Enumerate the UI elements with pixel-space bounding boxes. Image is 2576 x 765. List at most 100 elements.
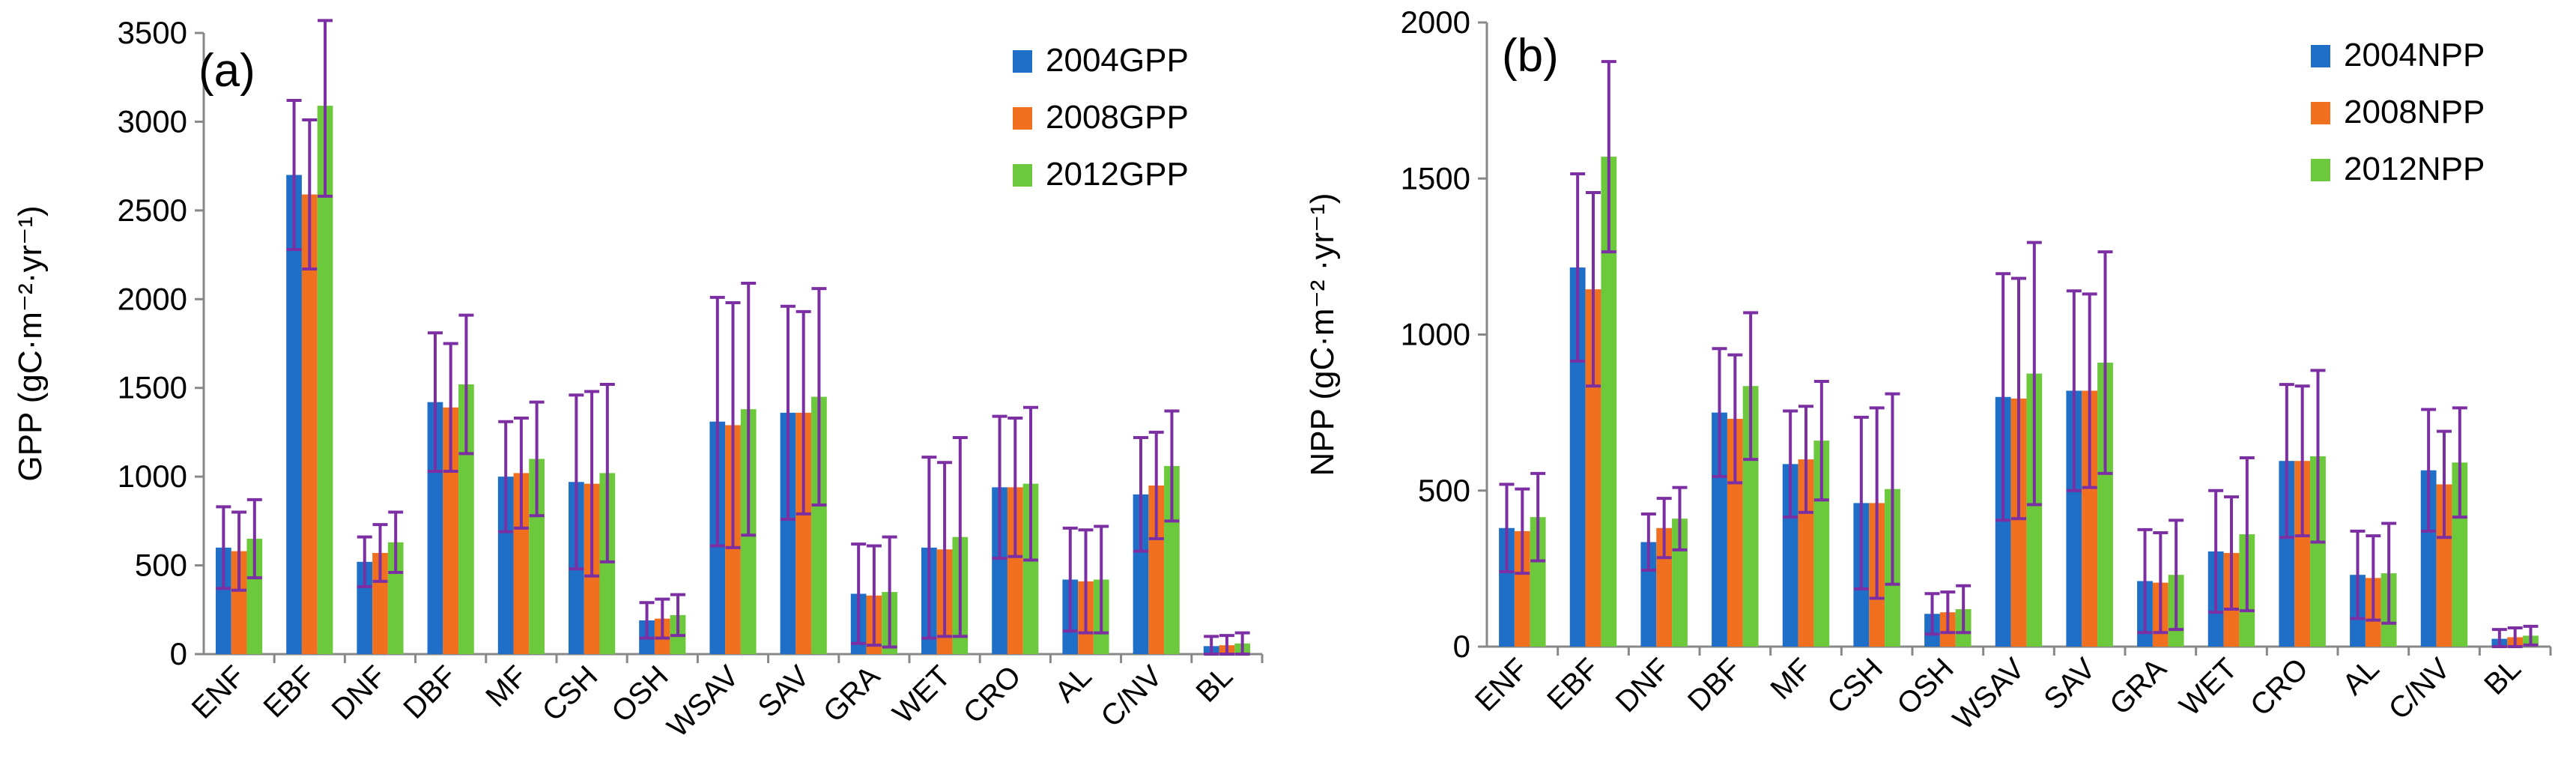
panel-a-x-tick-label-wet: WET	[887, 659, 957, 730]
panel-a-error-bar-2012gpp-gra	[882, 535, 897, 649]
panel-a-bar-2012gpp-dnf	[387, 542, 404, 654]
panel-a-x-tick-label-bl: BL	[1190, 659, 1240, 709]
panel-b-error-bar-2012npp-wsav	[2026, 241, 2042, 507]
panel-b-x-tick-label-wet: WET	[2173, 652, 2243, 722]
panel-a-legend: 2004GPP 2008GPP 2012GPP	[1013, 42, 1189, 193]
panel-b-error-bar-2012npp-dnf	[1672, 486, 1688, 551]
panel-a-bar-2012gpp-ebf	[317, 106, 333, 654]
panel-b-label: (b)	[1502, 30, 1559, 82]
panel-a-error-bar-2004gpp-bl	[1204, 635, 1219, 656]
panel-b-error-bar-2004npp-dnf	[1640, 512, 1656, 572]
panel-a-legend-swatch-2004gpp	[1013, 50, 1032, 73]
panel-b-error-bar-2004npp-gra	[2137, 527, 2153, 635]
panel-a-error-bar-2008gpp-wsav	[725, 301, 741, 549]
panel-a-bar-2012gpp-enf	[246, 539, 263, 654]
panel-b-y-axis-title: NPP (gC·m⁻² ·yr⁻¹)	[1304, 193, 1341, 476]
panel-a: 0 500 1000 1500 2000 2500 3000 3500 GPP (gC·m⁻²·…	[12, 15, 1264, 744]
panel-a-bar-2008gpp-mf	[513, 473, 530, 654]
panel-b-error-bar-2004npp-al	[2350, 529, 2366, 620]
panel-b-error-bar-2012npp-bl	[2523, 624, 2539, 647]
panel-a-y-tick-label: 2500	[118, 193, 187, 228]
panel-b-x-tick-label-csh: CSH	[1821, 652, 1889, 720]
panel-a-legend-swatch-2012gpp	[1013, 164, 1032, 187]
panel-b-x-tick-label-cro: CRO	[2244, 652, 2315, 722]
panel-a-y-axis-title: GPP (gC·m⁻²·yr⁻¹)	[12, 205, 49, 481]
panel-b-error-bar-2008npp-al	[2366, 534, 2381, 622]
panel-b-bar-2004npp-sav	[2066, 390, 2082, 647]
panel-b-bar-2008npp-enf	[1514, 530, 1530, 647]
panel-b-bar-2012npp-mf	[1813, 441, 1830, 647]
panel-b-error-bar-2012npp-gra	[2169, 518, 2184, 632]
panel-a-error-bar-2008gpp-wet	[937, 461, 953, 638]
panel-b-x-tick-label-c-nv: C/NV	[2383, 652, 2457, 726]
panel-b-error-bar-2004npp-osh	[1924, 592, 1940, 636]
panel-a-error-bar-2008gpp-al	[1078, 528, 1094, 635]
panel-b-legend-label-2012npp: 2012NPP	[2344, 151, 2485, 187]
panel-a-error-bar-2008gpp-enf	[231, 510, 247, 592]
panel-b-bar-2008npp-cro	[2294, 461, 2311, 647]
panel-a-error-bar-2008gpp-mf	[513, 416, 529, 530]
panel-b-bar-2008npp-ebf	[1585, 289, 1601, 647]
panel-b-bar-2004npp-c-nv	[2420, 470, 2437, 647]
panel-b-bar-2012npp-ebf	[1601, 157, 1617, 647]
panel-a-error-bar-2012gpp-dnf	[388, 510, 404, 575]
panel-b-error-bar-2008npp-gra	[2153, 530, 2169, 635]
panel-a-error-bar-2008gpp-dnf	[372, 523, 388, 583]
panel-a-error-bar-2012gpp-csh	[599, 382, 615, 563]
panel-a-x-tick-label-cro: CRO	[957, 659, 1028, 730]
panel-a-error-bar-2008gpp-ebf	[302, 118, 318, 271]
panel-b-bar-2012npp-dbf	[1742, 386, 1759, 647]
panel-a-x-tick-label-gra: GRA	[817, 659, 887, 729]
panel-a-bar-2004gpp-dbf	[427, 402, 443, 654]
panel-b-error-bar-2012npp-c-nv	[2452, 406, 2467, 519]
panel-b-error-bar-2004npp-mf	[1783, 409, 1798, 519]
panel-a-y-tick-label: 1000	[118, 459, 187, 494]
panel-b-x-tick-label-mf: MF	[1764, 652, 1818, 706]
panel-a-x-tick-label-dbf: DBF	[397, 659, 463, 725]
panel-a-error-bar-2004gpp-sav	[780, 304, 795, 521]
panel-a-bar-2008gpp-enf	[231, 551, 247, 654]
panel-b-x-tick-label-bl: BL	[2478, 652, 2527, 701]
panel-b-error-bar-2008npp-csh	[1869, 406, 1885, 600]
panel-a-x-tick-label-ebf: EBF	[258, 659, 322, 724]
panel-b-bar-2012npp-enf	[1530, 517, 1546, 647]
panel-a-error-bar-2008gpp-bl	[1219, 634, 1234, 656]
panel-a-error-bar-2004gpp-enf	[216, 505, 231, 590]
panel-b-legend-label-2004npp: 2004NPP	[2344, 37, 2485, 73]
panel-a-error-bar-2008gpp-dbf	[443, 342, 458, 474]
panel-b-x-tick-label-al: AL	[2336, 652, 2386, 701]
panel-a-error-bar-2008gpp-sav	[795, 309, 811, 515]
panel-b-error-bar-2008npp-cro	[2294, 384, 2310, 538]
panel-a-bar-2012gpp-mf	[529, 459, 545, 654]
panel-a-error-bar-2004gpp-cro	[992, 414, 1007, 560]
panel-b-bar-2004npp-dbf	[1712, 412, 1727, 647]
panel-b-y-tick-label: 1000	[1401, 317, 1470, 352]
panel-b-error-bar-2004npp-c-nv	[2421, 408, 2437, 533]
panel-a-bar-2004gpp-c-nv	[1133, 494, 1149, 654]
panel-b-error-bar-2012npp-wet	[2239, 456, 2255, 613]
panel-b-error-bar-2008npp-dbf	[1727, 353, 1743, 485]
panel-a-error-bar-2008gpp-cro	[1007, 416, 1023, 558]
panel-b-legend-label-2008npp: 2008NPP	[2344, 94, 2485, 130]
panel-b-x-tick-label-enf: ENF	[1469, 652, 1535, 718]
panel-a-bar-2004gpp-sav	[780, 412, 796, 654]
panel-a-y-tick-label: 1500	[118, 370, 187, 405]
panel-b-error-bar-2004npp-wet	[2208, 489, 2224, 614]
panel-b-error-bar-2008npp-dnf	[1656, 497, 1672, 560]
panel-b-error-bar-2004npp-enf	[1499, 483, 1515, 574]
panel-b-error-bar-2004npp-wsav	[1995, 272, 2011, 522]
panel-a-error-bar-2008gpp-osh	[655, 597, 670, 640]
panel-a-error-bar-2012gpp-enf	[246, 498, 262, 580]
panel-a-error-bar-2012gpp-al	[1094, 524, 1109, 635]
panel-b-error-bar-2004npp-sav	[2066, 289, 2082, 492]
panel-b-error-bar-2008npp-sav	[2082, 292, 2097, 489]
panel-a-error-bar-2008gpp-c-nv	[1148, 430, 1164, 541]
panel-b-y-tick-label: 2000	[1401, 4, 1470, 40]
panel-a-bar-2012gpp-sav	[811, 396, 827, 654]
panel-b-bar-2004npp-enf	[1499, 527, 1515, 647]
panel-b-error-bar-2012npp-osh	[1956, 584, 1972, 635]
panel-b-y-tick-label: 1500	[1401, 160, 1470, 196]
panel-b-bar-2008npp-sav	[2082, 390, 2098, 647]
panel-a-error-bar-2004gpp-ebf	[286, 99, 302, 251]
panel-b-bar-2004npp-mf	[1782, 464, 1798, 647]
